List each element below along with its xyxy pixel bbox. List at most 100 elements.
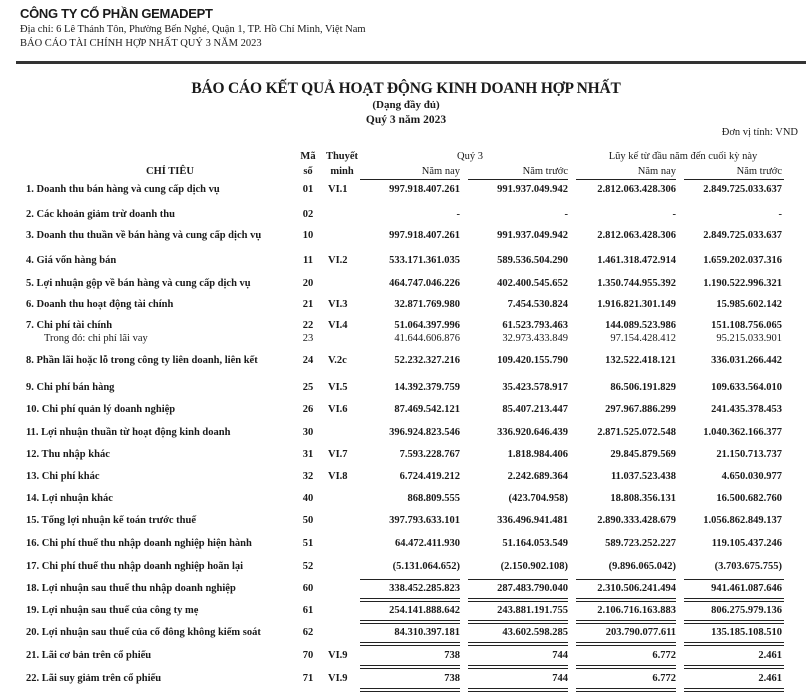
row-code: 40 <box>302 493 314 504</box>
row-note: VI.1 <box>328 184 348 195</box>
row-note: VI.9 <box>328 650 348 661</box>
row-label: 5. Lợi nhuận gộp về bán hàng và cung cấp… <box>26 278 251 289</box>
ytd-prior-year-value: 1.056.862.849.137 <box>703 515 782 526</box>
ytd-prior-year-value: 21.150.713.737 <box>716 449 782 460</box>
row-code: 32 <box>302 471 314 482</box>
row-label: 20. Lợi nhuận sau thuế của cổ đông không… <box>26 627 261 638</box>
column-group-q3: Quý 3 <box>457 151 483 162</box>
row-code: 01 <box>302 184 314 195</box>
header-divider <box>16 61 806 64</box>
q3-this-year-value: 997.918.407.261 <box>389 184 460 195</box>
ytd-this-year-value: 144.089.523.986 <box>605 320 676 331</box>
total-double-rule <box>684 665 784 669</box>
ytd-this-year-value: 589.723.252.227 <box>605 538 676 549</box>
ytd-this-year-value: 6.772 <box>652 650 676 661</box>
row-label: 13. Chi phí khác <box>26 471 100 482</box>
ytd-prior-year-value: 2.849.725.033.637 <box>703 184 782 195</box>
row-label: 3. Doanh thu thuần về bán hàng và cung c… <box>26 230 262 241</box>
ytd-prior-year-value: 806.275.979.136 <box>711 605 782 616</box>
page-subtitle: (Dạng đầy đủ) <box>372 99 440 111</box>
q3-prior-year-value: 51.164.053.549 <box>502 538 568 549</box>
company-name: CÔNG TY CỔ PHẦN GEMADEPT <box>20 6 213 21</box>
subtotal-rule <box>468 579 568 580</box>
header-underline <box>360 179 460 180</box>
ytd-this-year-value: (9.896.065.042) <box>608 561 676 572</box>
q3-this-year-value: 464.747.046.226 <box>389 278 460 289</box>
ytd-this-year-value: 1.350.744.955.392 <box>597 278 676 289</box>
row-label: 14. Lợi nhuận khác <box>26 493 113 504</box>
ytd-prior-year-value: 135.185.108.510 <box>711 627 782 638</box>
table-row: 18. Lợi nhuận sau thuế thu nhập doanh ng… <box>0 583 812 597</box>
row-note: VI.2 <box>328 255 348 266</box>
ytd-this-year-value: 11.037.523.438 <box>610 471 676 482</box>
subtotal-rule <box>360 579 460 580</box>
q3-this-year-value: 396.924.823.546 <box>389 427 460 438</box>
q3-prior-year-value: 35.423.578.917 <box>502 382 568 393</box>
row-code: 11 <box>303 255 313 266</box>
ytd-this-year-value: 2.106.716.163.883 <box>597 605 676 616</box>
row-code: 30 <box>302 427 314 438</box>
ytd-prior-year-value: 95.215.033.901 <box>716 333 782 344</box>
q3-this-year-value: (5.131.064.652) <box>392 561 460 572</box>
total-double-rule <box>576 598 676 602</box>
page-title: BÁO CÁO KẾT QUẢ HOẠT ĐỘNG KINH DOANH HỢP… <box>191 80 621 97</box>
q3-this-year-value: 338.452.285.823 <box>389 583 460 594</box>
ytd-prior-year-value: 16.500.682.760 <box>716 493 782 504</box>
company-address: Địa chỉ: 6 Lê Thánh Tôn, Phường Bến Nghé… <box>20 24 366 35</box>
ytd-this-year-value: 86.506.191.829 <box>610 382 676 393</box>
total-double-rule <box>684 620 784 624</box>
row-code: 10 <box>302 230 314 241</box>
table-row: 16. Chi phí thuế thu nhập doanh nghiệp h… <box>0 538 812 552</box>
ytd-this-year-value: - <box>672 209 677 220</box>
ytd-this-year-value: 1.916.821.301.149 <box>597 299 676 310</box>
row-label: 9. Chi phí bán hàng <box>26 382 115 393</box>
q3-prior-year-value: (2.150.902.108) <box>500 561 568 572</box>
q3-prior-year-value: 589.536.504.290 <box>497 255 568 266</box>
q3-prior-year-value: 2.242.689.364 <box>507 471 568 482</box>
column-header-ytd-this-year: Năm nay <box>637 166 676 177</box>
row-code: 21 <box>302 299 314 310</box>
q3-prior-year-value: 85.407.213.447 <box>502 404 568 415</box>
table-row: 21. Lãi cơ bản trên cổ phiếu 70 VI.9 738 744… <box>0 650 812 664</box>
ytd-this-year-value: 2.812.063.428.306 <box>597 230 676 241</box>
q3-prior-year-value: 336.920.646.439 <box>497 427 568 438</box>
ytd-this-year-value: 2.871.525.072.548 <box>597 427 676 438</box>
q3-this-year-value: 7.593.228.767 <box>399 449 460 460</box>
q3-this-year-value: 64.472.411.930 <box>394 538 460 549</box>
q3-this-year-value: 51.064.397.996 <box>394 320 460 331</box>
ytd-prior-year-value: 941.461.087.646 <box>711 583 782 594</box>
ytd-prior-year-value: - <box>778 209 783 220</box>
row-label: 11. Lợi nhuận thuần từ hoạt động kinh do… <box>26 427 231 438</box>
ytd-this-year-value: 97.154.428.412 <box>610 333 676 344</box>
row-code: 24 <box>302 355 314 366</box>
q3-this-year-value: 997.918.407.261 <box>389 230 460 241</box>
table-row: 10. Chi phí quản lý doanh nghiệp 26 VI.6 87… <box>0 404 812 418</box>
column-header-item: CHỈ TIÊU <box>146 166 194 177</box>
ytd-this-year-value: 29.845.879.569 <box>610 449 676 460</box>
column-header-q3-this-year: Năm nay <box>421 166 460 177</box>
q3-prior-year-value: 991.937.049.942 <box>497 184 568 195</box>
ytd-prior-year-value: (3.703.675.755) <box>714 561 782 572</box>
q3-prior-year-value: 61.523.793.463 <box>502 320 568 331</box>
ytd-this-year-value: 18.808.356.131 <box>610 493 676 504</box>
row-label: Trong đó: chi phí lãi vay <box>44 333 148 344</box>
q3-prior-year-value: 7.454.530.824 <box>507 299 568 310</box>
total-double-rule <box>576 642 676 646</box>
table-row: 15. Tổng lợi nhuận kế toán trước thuế 50 3… <box>0 515 812 529</box>
header-underline <box>576 179 676 180</box>
table-row: 19. Lợi nhuận sau thuế của công ty mẹ 61 2… <box>0 605 812 619</box>
q3-this-year-value: 32.871.769.980 <box>394 299 460 310</box>
row-code: 52 <box>302 561 314 572</box>
q3-prior-year-value: 109.420.155.790 <box>497 355 568 366</box>
row-code: 60 <box>302 583 314 594</box>
row-note: V.2c <box>328 355 347 366</box>
q3-this-year-value: - <box>456 209 461 220</box>
ytd-prior-year-value: 1.040.362.166.377 <box>703 427 782 438</box>
row-code: 51 <box>302 538 314 549</box>
table-row: 2. Các khoản giảm trừ doanh thu 02 - - - - <box>0 209 812 223</box>
table-row: 20. Lợi nhuận sau thuế của cổ đông không… <box>0 627 812 641</box>
table-row: 6. Doanh thu hoạt động tài chính 21 VI.3 32… <box>0 299 812 313</box>
total-double-rule <box>360 665 460 669</box>
subtotal-rule <box>576 579 676 580</box>
total-double-rule <box>468 598 568 602</box>
